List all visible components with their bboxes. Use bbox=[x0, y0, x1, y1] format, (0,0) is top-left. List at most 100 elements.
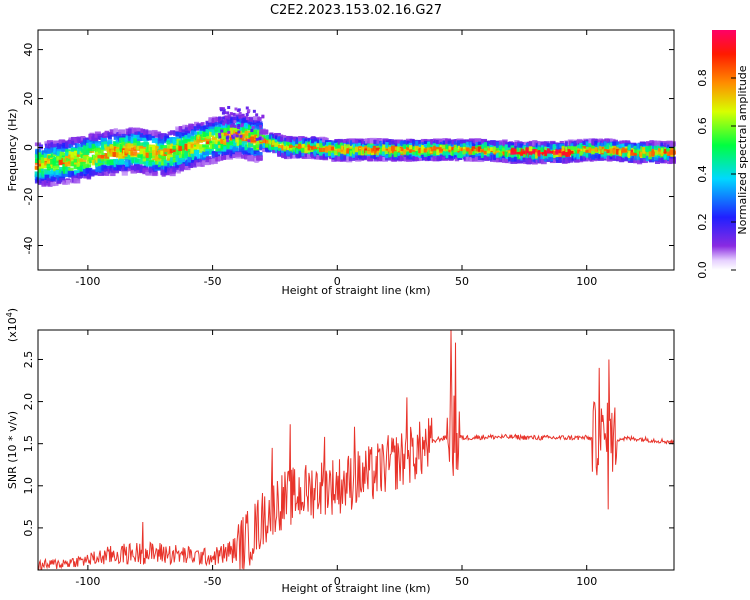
spectrogram-cell bbox=[231, 119, 235, 123]
spectrogram-cell bbox=[82, 145, 90, 152]
spectrogram-cell bbox=[76, 163, 84, 167]
spectrogram-cell bbox=[612, 141, 620, 146]
spectrogram-cell bbox=[376, 138, 382, 144]
spectrogram-cell bbox=[438, 147, 446, 152]
spectrogram-cell bbox=[65, 141, 71, 148]
spectrogram-cell bbox=[202, 144, 209, 148]
spectrogram-x-tick-label: 0 bbox=[334, 275, 341, 288]
spectrogram-cell bbox=[256, 151, 263, 157]
spectrogram-x-tick-label: -50 bbox=[204, 275, 222, 288]
spectrogram-cell bbox=[469, 142, 475, 148]
spectrogram-cell bbox=[56, 156, 62, 161]
spectrogram-cell bbox=[568, 140, 573, 145]
spectrogram-cell bbox=[103, 168, 110, 172]
spectrogram-cell bbox=[209, 125, 214, 130]
spectrogram-cell bbox=[501, 148, 508, 152]
spectrogram-cell bbox=[238, 111, 242, 115]
spectrogram-cell bbox=[85, 137, 93, 142]
spectrogram-cell bbox=[191, 148, 196, 153]
spectrogram-cell bbox=[151, 161, 158, 165]
spectrogram-cell bbox=[193, 126, 200, 131]
spectrogram-cell bbox=[46, 163, 54, 169]
spectrogram-cell bbox=[221, 125, 227, 131]
spectrogram-cell bbox=[196, 124, 203, 129]
spectrogram-cell bbox=[247, 155, 254, 162]
spectrogram-cell bbox=[173, 166, 178, 171]
spectrogram-cell bbox=[379, 141, 385, 147]
spectrogram-cell bbox=[71, 141, 77, 146]
spectrogram-cell bbox=[41, 180, 47, 187]
spectrogram-cell bbox=[227, 105, 231, 109]
spectrogram-cell bbox=[226, 119, 233, 124]
spectrogram-cell bbox=[124, 159, 131, 165]
spectrogram-cell bbox=[211, 153, 218, 157]
spectrogram-cell bbox=[190, 136, 197, 142]
spectrogram-cell bbox=[46, 159, 54, 165]
spectrogram-cell bbox=[664, 158, 669, 164]
spectrogram-cell bbox=[511, 143, 517, 147]
spectrogram-cell bbox=[56, 143, 62, 149]
spectrogram-cell bbox=[155, 145, 161, 150]
spectrogram-cell bbox=[113, 141, 119, 147]
spectrogram-cell bbox=[298, 135, 305, 142]
spectrogram-cell bbox=[523, 141, 528, 145]
spectrogram-cell bbox=[298, 152, 305, 158]
spectrogram-cell bbox=[196, 162, 204, 167]
spectrogram-cell bbox=[113, 128, 118, 134]
spectrogram-cell bbox=[415, 156, 421, 162]
spectrogram-cell bbox=[528, 141, 536, 147]
spectrogram-cell bbox=[232, 146, 239, 151]
spectrogram-cell bbox=[250, 128, 254, 132]
spectrogram-y-label: Frequency (Hz) bbox=[6, 109, 19, 192]
spectrogram-cell bbox=[109, 129, 116, 135]
spectrogram-cell bbox=[116, 132, 122, 137]
spectrogram-cell bbox=[271, 136, 278, 142]
spectrogram-cell bbox=[250, 129, 257, 135]
spectrogram-cell bbox=[80, 136, 86, 141]
spectrogram-cell bbox=[400, 140, 406, 147]
snr-scale-label: (x104) bbox=[5, 308, 19, 342]
spectrogram-cell bbox=[258, 137, 262, 141]
spectrogram-cell bbox=[421, 145, 428, 150]
spectrogram-cell bbox=[260, 137, 264, 141]
spectrogram-cell bbox=[74, 143, 79, 148]
spectrogram-cell bbox=[53, 182, 59, 186]
spectrogram-cell bbox=[504, 158, 512, 164]
spectrogram-cell bbox=[197, 158, 202, 163]
spectrogram-cell bbox=[214, 122, 221, 126]
spectrogram-cell bbox=[113, 134, 118, 140]
spectrogram-cell bbox=[38, 154, 44, 160]
spectrogram-cell bbox=[226, 155, 233, 160]
spectrogram-cell bbox=[104, 171, 110, 176]
spectrogram-cell bbox=[224, 115, 228, 119]
spectrogram-cell bbox=[247, 139, 251, 143]
spectrogram-x-tick-label: -100 bbox=[75, 275, 100, 288]
spectrogram-cell bbox=[44, 174, 50, 180]
spectrogram-cell bbox=[124, 147, 131, 152]
spectrogram-cell bbox=[91, 143, 99, 150]
spectrogram-cell bbox=[241, 148, 248, 154]
spectrogram-cell bbox=[79, 158, 87, 164]
spectrogram-cell bbox=[358, 154, 364, 160]
spectrogram-cell bbox=[247, 142, 254, 147]
spectrogram-cell bbox=[121, 169, 128, 176]
snr-x-ticks: -100 -50 0 50 100 bbox=[75, 330, 597, 588]
spectrogram-cell bbox=[194, 156, 199, 161]
spectrogram-cell bbox=[109, 144, 117, 149]
spectrogram-cell bbox=[199, 126, 206, 131]
spectrogram-cell bbox=[181, 129, 188, 135]
spectrogram-cell bbox=[209, 147, 214, 154]
colorbar-tick-label: 0.0 bbox=[696, 261, 709, 279]
spectrogram-cell bbox=[116, 142, 122, 148]
spectrogram-cell bbox=[119, 148, 124, 153]
spectrogram-cell bbox=[62, 163, 68, 170]
spectrogram-cell bbox=[184, 125, 191, 129]
spectrogram-cell bbox=[402, 150, 410, 155]
spectrogram-cell bbox=[47, 155, 53, 159]
snr-y-tick-label: 2.5 bbox=[22, 351, 35, 369]
spectrogram-cell bbox=[100, 137, 107, 143]
spectrogram-cell bbox=[124, 156, 132, 161]
spectrogram-cell bbox=[225, 136, 229, 140]
spectrogram-cell bbox=[221, 134, 226, 140]
spectrogram-cell bbox=[218, 132, 222, 136]
